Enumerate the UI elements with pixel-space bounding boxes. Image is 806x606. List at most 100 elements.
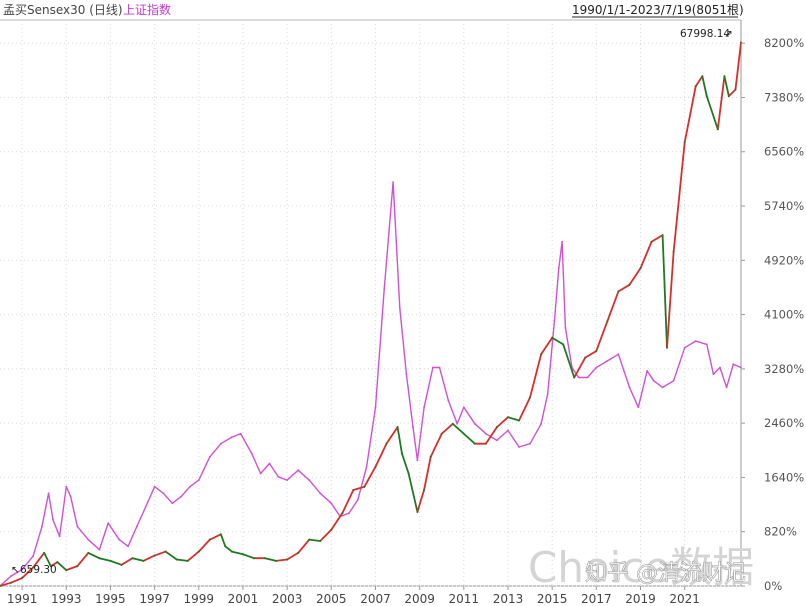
sensex-point [10,581,13,584]
sensex-segment [21,566,35,579]
shanghai-point [189,485,191,488]
sensex-point [87,551,90,554]
shanghai-point [65,485,68,488]
x-tick-label: 2007 [360,592,391,606]
y-axis: 0% 820% 1640% 2460% 3280% 4100% 4920% 5740% 6560… [741,36,804,593]
sensex-segment [683,85,697,144]
second-series-title: 上证指数 [123,2,171,17]
shanghai-point [462,406,465,409]
sensex-point [400,452,403,455]
sensex-point [286,558,289,561]
shanghai-point [69,495,72,498]
sensex-point [396,426,399,429]
sensex-point [672,250,675,253]
shanghai-point [32,555,35,558]
shanghai-point [10,575,12,577]
sensex-segment [330,512,344,531]
shanghai-point [672,379,675,382]
sensex-segment [518,396,531,422]
sensex-segment [701,75,708,98]
sensex-segment [153,550,167,557]
shanghai-point [416,459,419,462]
sensex-point [484,442,487,445]
sensex-point [76,565,79,568]
max-arrow-icon: ↗ [724,28,733,40]
sensex-segment [440,422,454,435]
sensex-segment [661,234,668,349]
sensex-point [716,128,719,131]
sensex-segment [352,485,366,491]
sensex-point [208,538,211,541]
shanghai-point [239,432,242,435]
shanghai-point [546,393,549,395]
sensex-point [734,88,737,91]
shanghai-line [0,181,742,587]
shanghai-point [507,429,509,432]
sensex-point [49,565,52,568]
sensex-segment [496,416,509,429]
sensex-point [683,141,686,144]
shanghai-point [712,373,715,376]
sensex-segment [401,452,410,475]
sensex-point [495,426,498,429]
shanghai-point [47,492,50,495]
sensex-segment [363,465,377,488]
sensex-point [462,432,465,435]
x-tick-label: 1995 [95,592,126,606]
sensex-point [639,267,642,270]
shanghai-point [561,240,563,243]
shanghai-point [564,326,567,329]
sensex-segment [507,416,520,422]
sensex-point [363,485,366,488]
sensex-segment [175,558,189,562]
shanghai-point [136,525,138,528]
x-tick-label: 2001 [228,592,259,606]
sensex-segment [485,426,498,445]
sensex-point [120,563,123,566]
x-tick-label: 2013 [493,592,524,606]
shanghai-point [52,518,54,521]
sensex-segment [297,538,311,554]
shanghai-point [617,353,620,356]
sensex-point [473,442,476,445]
shanghai-point [319,492,322,495]
sensex-point [164,550,167,553]
sensex-point [701,75,704,78]
sensex-segment [529,353,543,399]
sensex-segment [43,552,52,568]
sensex-segment [186,550,200,562]
x-tick-label: 2021 [669,592,700,606]
sensex-point [440,432,443,435]
sensex-point [175,558,178,561]
sensex-point [666,346,669,349]
watermark-zhihu: 知乎 @清流财记 [585,561,746,586]
y-tick-label: 1640% [764,470,804,484]
x-tick-label: 2005 [316,592,347,606]
sensex-point [529,396,532,399]
sensex-point [573,376,576,379]
shanghai-point [87,538,90,541]
sensex-segment [56,561,68,572]
sensex-point [109,559,112,562]
sensex-segment [595,320,609,352]
shanghai-point [277,475,280,478]
shanghai-point [412,426,414,429]
sensex-segment [385,426,399,445]
x-axis: 1991 1993 1995 1997 1999 2001 2003 2005 2007 2009… [7,586,700,606]
shanghai-point [423,406,425,409]
x-tick-label: 2009 [404,592,435,606]
sensex-segment [109,559,123,566]
sensex-segment [573,356,587,379]
min-arrow-icon: ↖ [11,564,20,576]
sensex-segment [142,554,156,562]
sensex-segment [32,552,46,569]
shanghai-point [705,343,708,346]
sensex-series [0,41,742,587]
sensex-point [407,472,410,475]
y-tick-label: 2460% [764,416,804,430]
sensex-segment [374,442,388,468]
shanghai-point [485,432,487,435]
shanghai-point [374,406,377,409]
sensex-point [374,465,377,468]
shanghai-point [557,267,560,270]
